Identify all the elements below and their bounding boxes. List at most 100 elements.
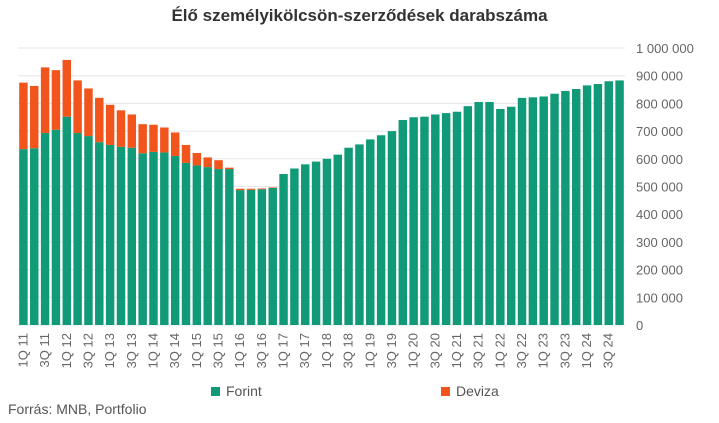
bar-forint (506, 106, 516, 325)
x-tick-label: 1Q 18 (319, 333, 334, 368)
x-tick-label: 3Q 14 (167, 333, 182, 368)
x-tick-label: 1Q 13 (102, 333, 117, 368)
bar-forint (225, 169, 234, 325)
bar-forint (496, 108, 505, 325)
bar-forint (387, 131, 397, 325)
bar-forint (127, 147, 137, 325)
bar-deviza (73, 80, 82, 134)
bar-forint (257, 189, 267, 325)
bar-forint (246, 189, 256, 325)
legend-swatch-deviza (441, 386, 450, 396)
x-tick-label: 1Q 24 (579, 333, 594, 368)
bar-forint (398, 120, 408, 326)
bar-forint (214, 169, 223, 325)
x-tick-label: 3Q 12 (80, 333, 95, 368)
bar-deviza (30, 85, 39, 149)
bar-forint (138, 153, 147, 325)
bar-forint (290, 168, 299, 325)
legend-label-forint: Forint (226, 383, 262, 399)
y-tick-label: 300 000 (636, 235, 683, 250)
bar-forint (355, 144, 364, 325)
bar-deviza (62, 59, 72, 117)
x-tick-label: 1Q 15 (189, 333, 204, 368)
bar-forint (105, 144, 115, 325)
x-tick-label: 3Q 18 (341, 333, 356, 368)
legend-item-deviza: Deviza (441, 383, 499, 399)
bar-forint (376, 135, 386, 325)
x-tick-label: 3Q 24 (601, 333, 616, 368)
bar-forint (582, 85, 592, 326)
bar-forint (604, 81, 613, 326)
x-tick-label: 1Q 11 (15, 333, 30, 367)
x-tick-label: 1Q 16 (232, 333, 247, 368)
x-tick-label: 3Q 16 (254, 333, 269, 368)
bar-deviza (40, 67, 50, 134)
bar-forint (517, 97, 527, 325)
bar-forint (116, 146, 126, 325)
x-tick-label: 3Q 20 (427, 333, 442, 368)
chart-title: Élő személyikölcsön-szerződések darabszá… (171, 6, 548, 25)
bar-forint (30, 148, 39, 325)
x-tick-label: 3Q 19 (384, 333, 399, 368)
bar-deviza (149, 124, 158, 152)
bar-forint (571, 88, 581, 325)
bar-deviza (105, 104, 115, 145)
bar-forint (333, 154, 342, 325)
bar-deviza (225, 167, 234, 170)
bar-forint (235, 190, 245, 325)
y-tick-label: 400 000 (636, 207, 683, 222)
bar-deviza (19, 82, 28, 150)
bar-forint (40, 133, 50, 325)
x-tick-label: 1Q 12 (59, 333, 74, 368)
bar-forint (528, 97, 538, 325)
x-tick-label: 3Q 15 (211, 333, 226, 368)
bar-deviza (257, 188, 267, 190)
y-tick-label: 600 000 (636, 152, 683, 167)
bar-forint (301, 164, 310, 325)
x-tick-label: 3Q 11 (37, 333, 52, 367)
bar-forint (409, 117, 418, 325)
bar-forint (322, 158, 332, 325)
bar-forint (485, 102, 494, 325)
bar-forint (420, 116, 429, 325)
x-tick-label: 1Q 17 (276, 333, 291, 368)
bar-forint (561, 90, 570, 325)
bar-forint (62, 116, 72, 325)
bar-deviza (51, 70, 61, 130)
bar-forint (550, 93, 559, 325)
x-tick-label: 3Q 13 (124, 333, 139, 368)
bar-forint (474, 102, 483, 325)
bar-deviza (214, 160, 223, 170)
legend-item-forint: Forint (211, 383, 262, 399)
bar-forint (192, 165, 202, 325)
y-tick-label: 900 000 (636, 69, 683, 84)
x-tick-label: 1Q 14 (145, 333, 160, 368)
bar-forint (170, 156, 180, 325)
bar-forint (615, 80, 624, 325)
bar-forint (160, 152, 169, 325)
bar-deviza (160, 127, 169, 153)
bar-forint (203, 167, 212, 325)
bar-deviza (127, 114, 137, 148)
bar-forint (181, 162, 191, 325)
bar-deviza (192, 152, 202, 166)
bar-deviza (268, 187, 277, 188)
bar-forint (311, 161, 321, 325)
source-note: Forrás: MNB, Portfolio (8, 401, 147, 417)
y-tick-label: 0 (636, 318, 643, 333)
x-tick-label: 1Q 19 (362, 333, 377, 368)
bar-deviza (84, 88, 93, 137)
bar-forint (279, 174, 288, 325)
bar-forint (19, 149, 28, 325)
bar-deviza (170, 132, 180, 157)
x-tick-label: 3Q 23 (557, 333, 572, 368)
bar-forint (431, 114, 440, 325)
bar-forint (73, 133, 82, 325)
x-tick-label: 3Q 17 (297, 333, 312, 368)
bar-forint (452, 111, 462, 326)
bar-forint (366, 139, 375, 325)
bar-forint (441, 113, 451, 325)
y-tick-label: 500 000 (636, 180, 683, 195)
bar-forint (268, 187, 277, 325)
x-tick-label: 3Q 21 (471, 333, 486, 368)
